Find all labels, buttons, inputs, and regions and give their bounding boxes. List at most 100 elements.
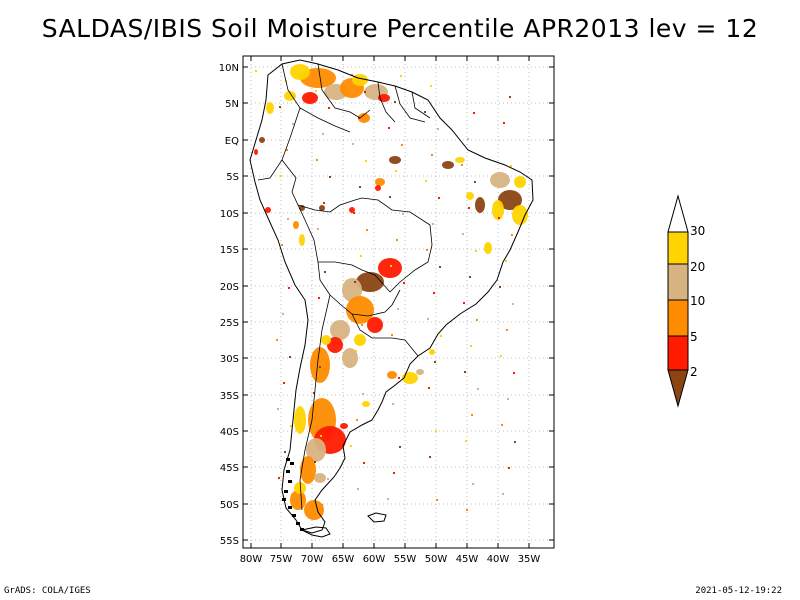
percentile-patch [375, 178, 385, 186]
lon-label: 60W [363, 554, 386, 565]
percentile-speck [320, 435, 322, 437]
percentile-speck [313, 392, 315, 394]
colorbar-below-2 [667, 369, 689, 408]
island [286, 470, 290, 473]
lon-label: 70W [301, 554, 324, 565]
percentile-patch [340, 423, 348, 429]
percentile-patch [367, 317, 383, 333]
percentile-speck [290, 425, 292, 427]
lon-label: 80W [240, 554, 263, 565]
percentile-speck [364, 91, 366, 93]
percentile-speck [394, 101, 396, 103]
percentile-speck [278, 477, 280, 479]
percentile-speck [315, 90, 317, 92]
percentile-speck [509, 96, 511, 98]
percentile-speck [503, 122, 505, 124]
lat-label: 10S [220, 209, 239, 220]
percentile-speck [277, 408, 279, 410]
percentile-patch [349, 207, 355, 213]
percentile-speck [400, 75, 402, 77]
lon-label: 65W [332, 554, 355, 565]
legend-label-30: 30 [690, 224, 705, 238]
percentile-speck [403, 282, 405, 284]
percentile-speck [319, 366, 321, 368]
percentile-speck [462, 233, 464, 235]
percentile-patch [294, 406, 306, 434]
colorbar-2-5 [667, 335, 689, 371]
percentile-patch [402, 372, 418, 384]
lat-label: 40S [220, 427, 239, 438]
island [290, 462, 294, 465]
lat-label: 25S [220, 318, 239, 329]
percentile-speck [356, 419, 358, 421]
percentile-patch [455, 157, 465, 163]
percentile-speck [437, 128, 439, 130]
percentile-speck [508, 467, 510, 469]
percentile-patch [354, 334, 366, 346]
percentile-speck [292, 123, 294, 125]
percentile-speck [429, 456, 431, 458]
percentile-speck [438, 197, 440, 199]
percentile-patch [342, 348, 358, 368]
percentile-patch [358, 113, 370, 123]
percentile-speck [425, 180, 427, 182]
percentile-speck [387, 498, 389, 500]
lon-label: 50W [425, 554, 448, 565]
percentile-speck [355, 350, 357, 352]
percentile-speck [472, 483, 474, 485]
lat-label: 55S [220, 536, 239, 547]
percentile-patch [389, 156, 401, 164]
island [284, 490, 288, 493]
percentile-patch [302, 92, 318, 104]
percentile-patch [346, 296, 374, 324]
legend-label-2: 2 [690, 365, 698, 379]
lat-label: 10N [219, 63, 239, 74]
percentile-speck [431, 154, 433, 156]
percentile-speck [510, 165, 512, 167]
percentile-speck [428, 387, 430, 389]
lat-label: EQ [225, 136, 239, 147]
percentile-speck [281, 244, 283, 246]
percentile-speck [513, 372, 515, 374]
percentile-speck [435, 430, 437, 432]
percentile-patch [259, 137, 265, 143]
percentile-speck [352, 143, 354, 145]
percentile-speck [328, 107, 330, 109]
percentile-speck [350, 445, 352, 447]
percentile-speck [358, 117, 360, 119]
percentile-patch [327, 337, 343, 353]
percentile-speck [393, 472, 395, 474]
percentile-patch [342, 278, 362, 302]
percentile-speck [399, 446, 401, 448]
plot-timestamp: 2021-05-12-19:22 [695, 586, 782, 596]
colorbar-above-30 [667, 194, 689, 233]
percentile-patch [266, 102, 274, 114]
percentile-speck [389, 196, 391, 198]
legend-label-5: 5 [690, 330, 698, 344]
percentile-speck [439, 266, 441, 268]
percentile-patch [310, 347, 330, 383]
percentile-patch [429, 349, 435, 355]
percentile-patch [484, 242, 492, 254]
percentile-speck [322, 133, 324, 135]
percentile-speck [327, 478, 329, 480]
percentile-speck [351, 74, 353, 76]
percentile-patch [254, 149, 258, 155]
percentile-speck [469, 276, 471, 278]
percentile-patch [294, 482, 306, 494]
percentile-speck [424, 111, 426, 113]
percentile-speck [473, 112, 475, 114]
percentile-speck [402, 213, 404, 215]
percentile-speck [288, 287, 290, 289]
percentile-shading [254, 64, 528, 520]
percentile-speck [430, 85, 432, 87]
percentile-speck [324, 271, 326, 273]
percentile-speck [317, 228, 319, 230]
lat-label: 30S [220, 354, 239, 365]
percentile-speck [357, 488, 359, 490]
island [288, 506, 292, 509]
percentile-speck [365, 160, 367, 162]
percentile-patch [330, 320, 350, 340]
map-title: SALDAS/IBIS Soil Moisture Percentile APR… [41, 14, 759, 43]
